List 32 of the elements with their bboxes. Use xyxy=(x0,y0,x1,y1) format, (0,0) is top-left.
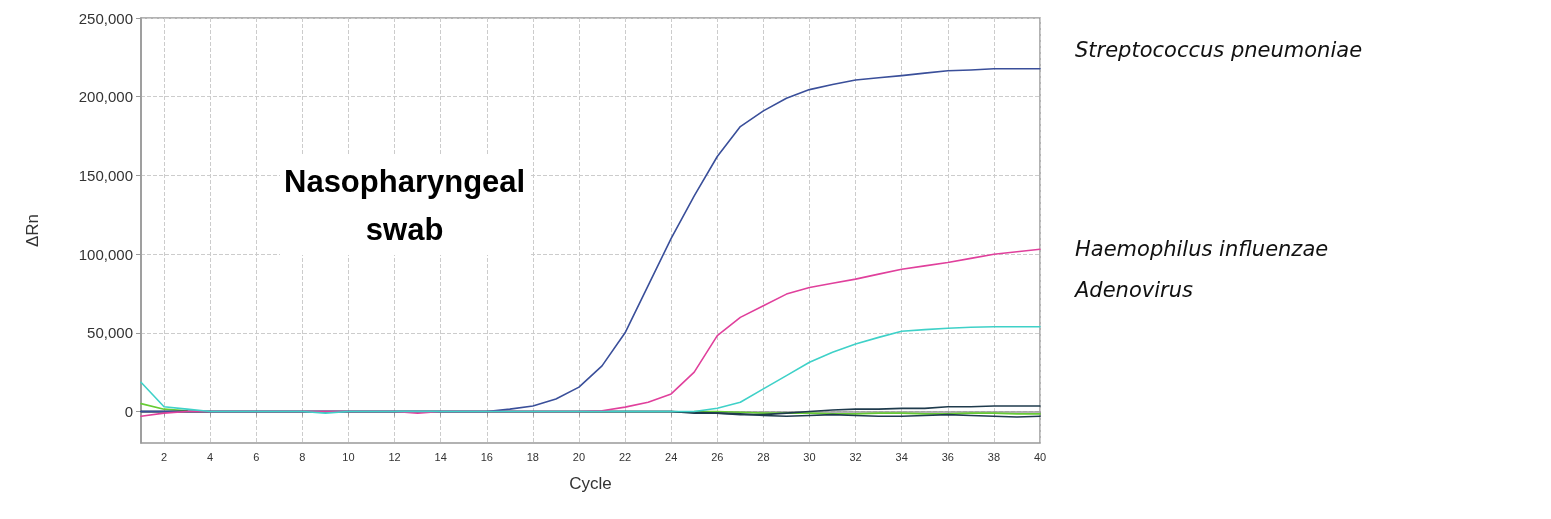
x-tick-label: 24 xyxy=(665,450,678,463)
x-tick-label: 2 xyxy=(160,450,168,463)
x-tick-label: 6 xyxy=(253,450,260,463)
x-tick-label: 20 xyxy=(572,450,586,463)
x-tick-label: 38 xyxy=(987,450,1001,463)
x-tick-label: 28 xyxy=(757,450,770,463)
series-label: Streptococcus pneumoniae xyxy=(1075,37,1363,62)
x-tick-label: 40 xyxy=(1033,450,1047,463)
x-tick-label: 12 xyxy=(388,450,401,463)
x-tick-label: 10 xyxy=(342,450,355,463)
y-tick-label: 250,000 xyxy=(78,9,133,27)
x-tick-label: 34 xyxy=(895,450,908,463)
x-axis-title: Cycle xyxy=(569,474,612,493)
annotation: Nasopharyngeal swab xyxy=(283,163,526,247)
y-tick-label: 0 xyxy=(124,403,133,421)
y-tick-label: 50,000 xyxy=(87,324,133,342)
x-tick-label: 36 xyxy=(941,450,954,463)
x-tick-label: 4 xyxy=(207,450,214,463)
y-axis-title: ΔRn xyxy=(23,213,42,248)
y-tick-label: 100,000 xyxy=(78,245,133,263)
y-tick-label: 150,000 xyxy=(78,166,133,184)
x-tick-label: 14 xyxy=(434,450,447,463)
x-tick-label: 16 xyxy=(480,450,493,463)
y-tick-label: 200,000 xyxy=(78,88,133,106)
x-tick-label: 32 xyxy=(849,450,862,463)
x-tick-label: 22 xyxy=(618,450,632,463)
x-tick-label: 26 xyxy=(711,450,724,463)
x-tick-label: 8 xyxy=(299,450,306,463)
text: Adenovirus xyxy=(1073,277,1193,302)
x-tick-label: 18 xyxy=(526,450,539,463)
series-label: Haemophilus influenzae xyxy=(1075,237,1329,262)
x-tick-label: 30 xyxy=(803,450,816,463)
